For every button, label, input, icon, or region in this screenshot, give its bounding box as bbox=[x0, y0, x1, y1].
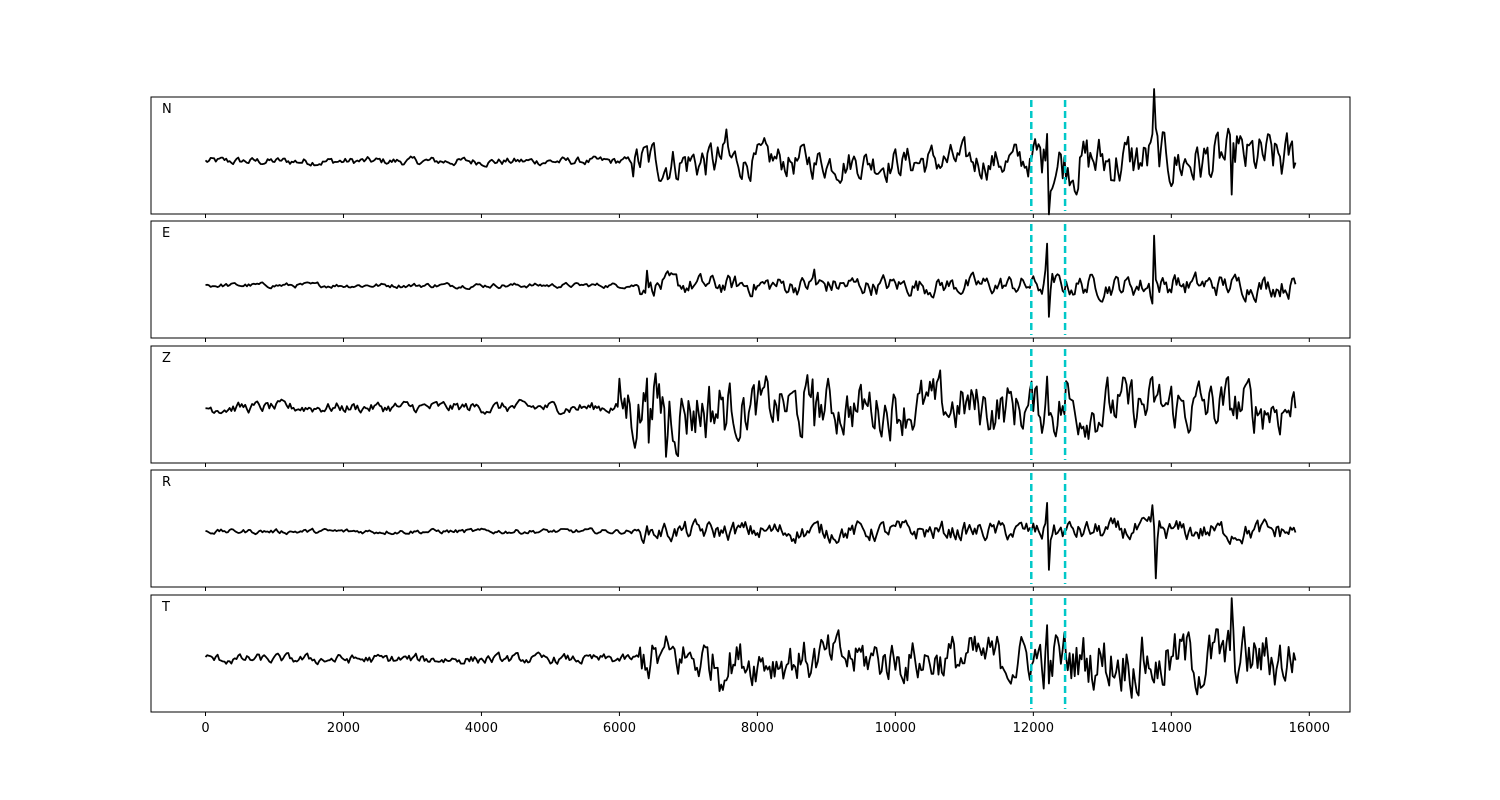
panel-label: R bbox=[162, 475, 171, 490]
x-tick-label: 0 bbox=[201, 721, 209, 736]
panel-frame-R bbox=[150, 469, 1351, 588]
x-tick-label: 6000 bbox=[603, 721, 636, 736]
trace-N bbox=[204, 88, 1297, 216]
panel-label: E bbox=[162, 226, 170, 241]
x-tick-label: 12000 bbox=[1013, 721, 1054, 736]
panel-frame-Z bbox=[150, 345, 1351, 464]
x-tick-label: 16000 bbox=[1289, 721, 1330, 736]
trace-Z bbox=[205, 369, 1297, 458]
x-tick-label: 2000 bbox=[327, 721, 360, 736]
panel-frame-T bbox=[150, 594, 1351, 713]
panel-label: Z bbox=[162, 351, 171, 366]
trace-R bbox=[205, 501, 1297, 580]
trace-T bbox=[204, 597, 1297, 699]
x-tick-label: 4000 bbox=[465, 721, 498, 736]
panel-label: N bbox=[162, 102, 172, 117]
panel-label: T bbox=[161, 600, 170, 615]
x-tick-label: 10000 bbox=[875, 721, 916, 736]
panel-frame-E bbox=[150, 220, 1351, 339]
panel-frame-N bbox=[150, 96, 1351, 215]
x-tick-label: 14000 bbox=[1151, 721, 1192, 736]
trace-E bbox=[205, 234, 1297, 318]
x-tick-label: 8000 bbox=[741, 721, 774, 736]
